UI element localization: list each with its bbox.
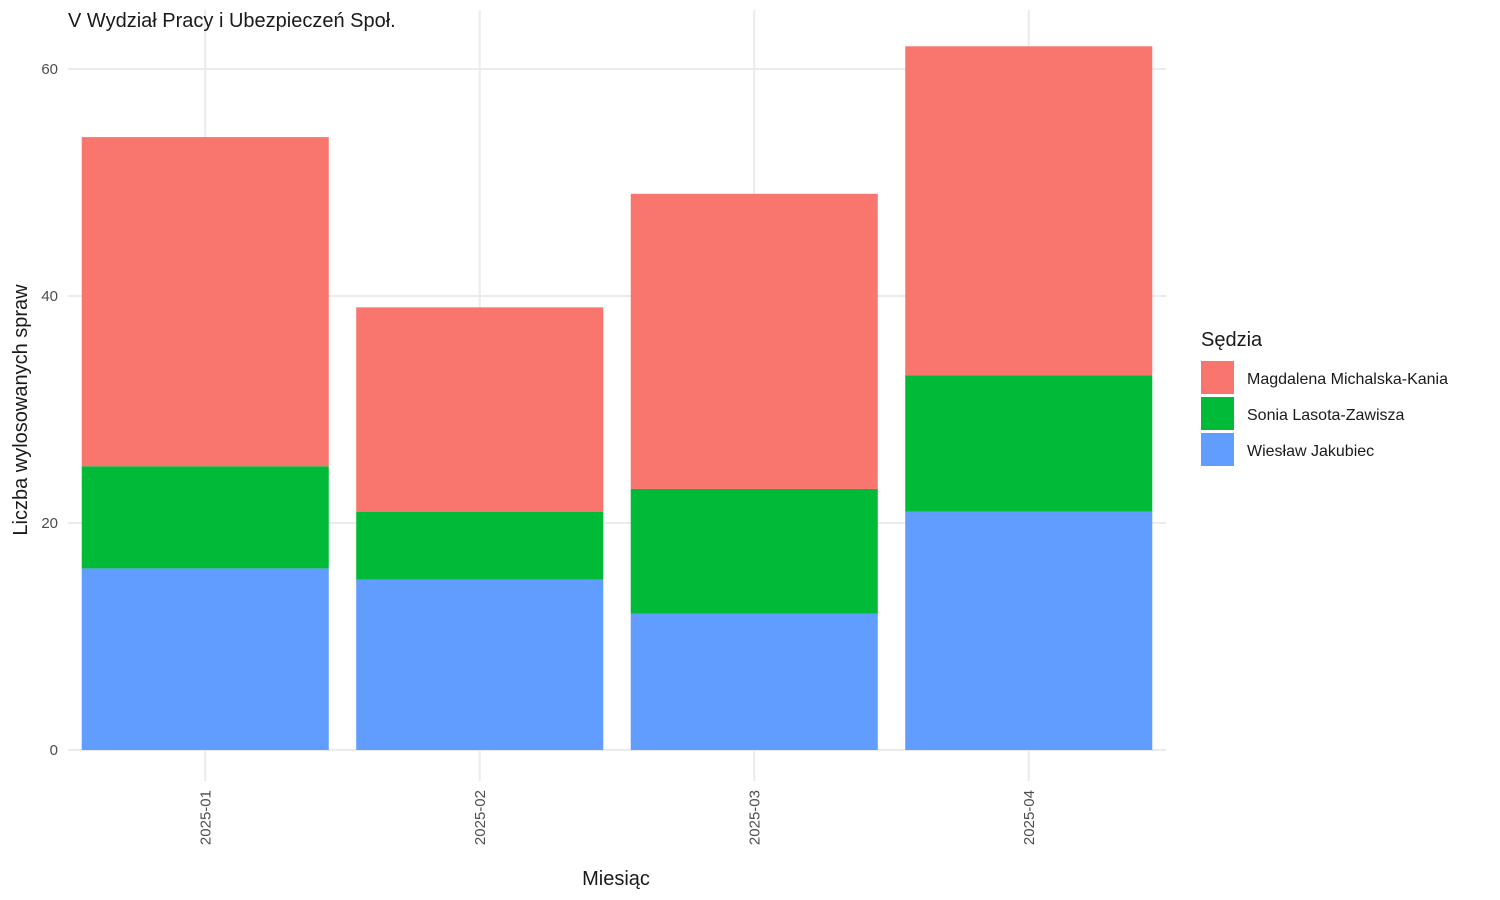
bar-segment bbox=[81, 466, 329, 569]
legend-swatch bbox=[1201, 397, 1234, 430]
y-tick-label: 20 bbox=[41, 515, 58, 532]
x-tick-label: 2025-02 bbox=[472, 790, 489, 845]
bar-segment bbox=[81, 137, 329, 467]
bar-segment bbox=[356, 579, 604, 750]
y-axis-ticks: 0 20 40 60 bbox=[41, 61, 58, 759]
legend-title: Sędzia bbox=[1201, 329, 1263, 351]
y-tick-label: 40 bbox=[41, 288, 58, 305]
legend-swatch bbox=[1201, 433, 1234, 466]
x-tick-label: 2025-03 bbox=[746, 790, 763, 845]
legend-swatch bbox=[1201, 361, 1234, 394]
legend: Sędzia Magdalena Michalska-Kania Sonia La… bbox=[1201, 329, 1448, 466]
x-tick-label: 2025-01 bbox=[197, 790, 214, 845]
bar-segment bbox=[356, 307, 604, 512]
bars bbox=[81, 46, 1153, 750]
x-tick-label: 2025-04 bbox=[1021, 790, 1038, 845]
x-axis-title: Miesiąc bbox=[582, 868, 650, 890]
y-tick-label: 60 bbox=[41, 61, 58, 78]
bar-segment bbox=[905, 375, 1153, 512]
bar-segment bbox=[630, 488, 878, 614]
legend-label: Sonia Lasota-Zawisza bbox=[1247, 407, 1405, 424]
x-axis-ticks: 2025-01 2025-02 2025-03 2025-04 bbox=[197, 790, 1038, 845]
bar-segment bbox=[905, 511, 1153, 750]
bar-segment bbox=[630, 193, 878, 489]
legend-label: Wiesław Jakubiec bbox=[1247, 443, 1374, 460]
legend-label: Magdalena Michalska-Kania bbox=[1247, 371, 1448, 388]
chart-title: V Wydział Pracy i Ubezpieczeń Społ. bbox=[68, 10, 396, 32]
y-tick-label: 0 bbox=[50, 742, 58, 759]
bar-segment bbox=[905, 46, 1153, 376]
y-axis-title: Liczba wylosowanych spraw bbox=[10, 284, 32, 536]
bar-segment bbox=[81, 568, 329, 750]
bar-segment bbox=[356, 511, 604, 580]
bar-segment bbox=[630, 613, 878, 750]
